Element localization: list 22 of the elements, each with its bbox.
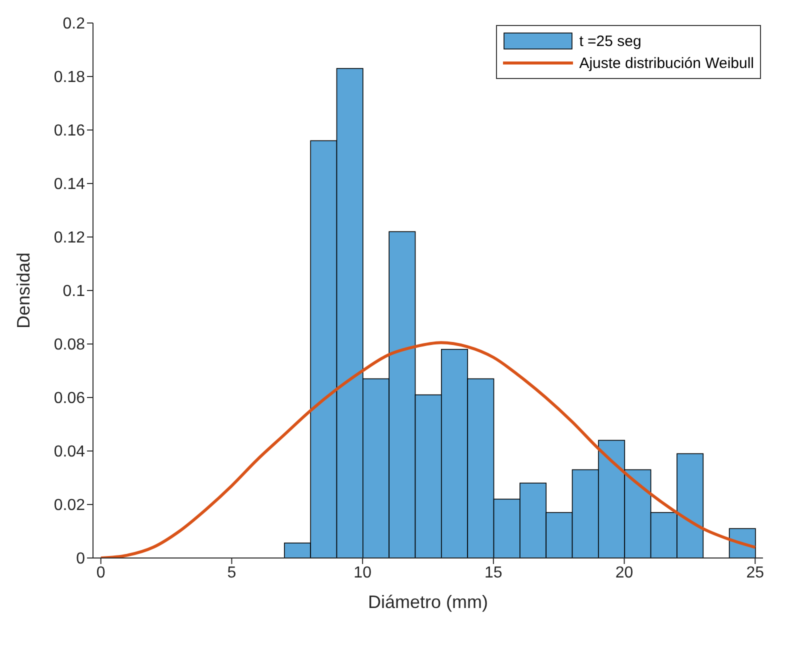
y-tick-label: 0.08 — [54, 336, 86, 354]
y-tick-label: 0.06 — [54, 390, 86, 408]
y-tick-label: 0.2 — [62, 16, 86, 33]
y-tick-label: 0.02 — [54, 497, 86, 514]
y-tick-label: 0.1 — [62, 283, 86, 300]
x-tick-label: 0 — [96, 564, 106, 582]
line-series — [99, 341, 757, 558]
y-tick-label: 0.12 — [54, 230, 86, 247]
y-tick-label: 0.18 — [54, 69, 86, 86]
x-tick-label: 25 — [746, 564, 764, 582]
x-tick-label: 20 — [615, 564, 634, 582]
legend-label: t =25 seg — [579, 32, 642, 50]
y-tick-label: 0.14 — [54, 176, 86, 194]
y-tick-label: 0 — [76, 550, 86, 568]
x-tick-label: 5 — [227, 564, 236, 582]
y-tick-label: 0.16 — [54, 122, 86, 140]
y-axis-title: Densidad — [13, 252, 34, 329]
x-tick-label: 15 — [484, 564, 502, 582]
y-tick-label: 0.04 — [54, 444, 86, 461]
x-tick-label: 10 — [354, 564, 372, 582]
x-axis-title: Diámetro (mm) — [368, 592, 488, 612]
legend-label: Ajuste distribución Weibull — [579, 54, 754, 72]
